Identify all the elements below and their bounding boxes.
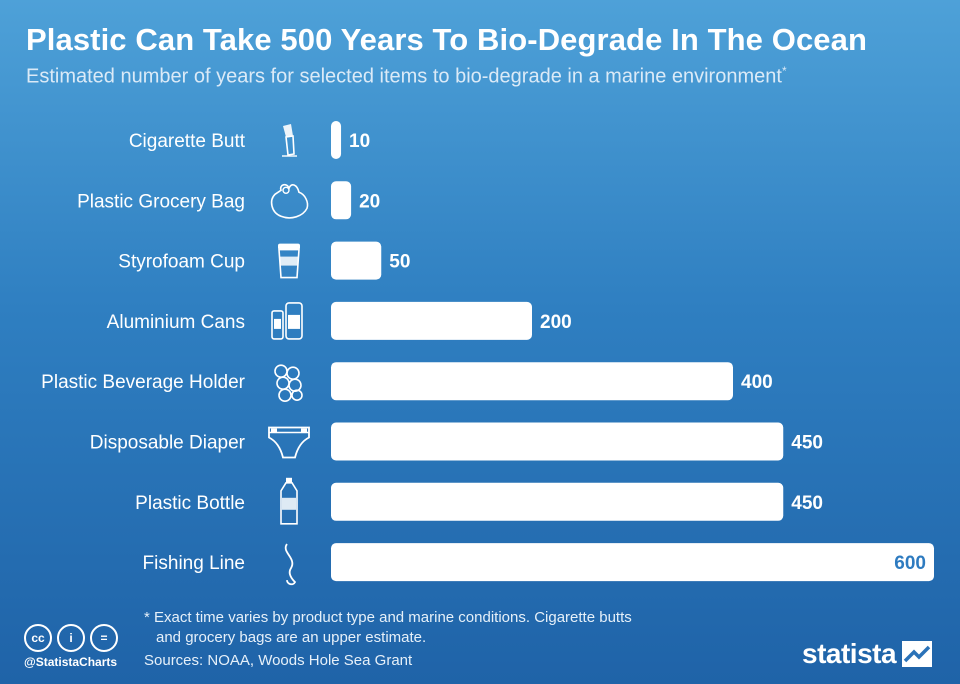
category-label: Disposable Diaper bbox=[90, 433, 246, 454]
category-label: Styrofoam Cup bbox=[118, 252, 245, 273]
data-label: 10 bbox=[349, 131, 370, 152]
grocery-bag-icon bbox=[270, 183, 309, 219]
no-derivatives-icon: = bbox=[90, 624, 118, 652]
bar bbox=[331, 241, 382, 280]
category-label: Fishing Line bbox=[143, 553, 245, 574]
license-icons: cc i = bbox=[24, 624, 118, 652]
footnote: * Exact time varies by product type and … bbox=[144, 608, 744, 648]
bar bbox=[331, 362, 733, 401]
data-label: 200 bbox=[540, 312, 572, 333]
bar bbox=[331, 543, 934, 582]
bar bbox=[331, 301, 532, 340]
statista-logo-icon bbox=[902, 641, 933, 667]
bar bbox=[331, 482, 784, 521]
category-label: Aluminium Cans bbox=[107, 312, 245, 333]
cans-icon bbox=[271, 302, 303, 340]
category-label: Plastic Beverage Holder bbox=[41, 372, 245, 393]
data-label: 600 bbox=[894, 553, 926, 574]
chart-title: Plastic Can Take 500 Years To Bio-Degrad… bbox=[26, 22, 868, 57]
cc-icon: cc bbox=[24, 624, 52, 652]
bar bbox=[331, 422, 784, 461]
data-label: 400 bbox=[741, 372, 773, 393]
data-label: 20 bbox=[359, 191, 380, 212]
diaper-icon bbox=[268, 426, 310, 459]
chart-subtitle: Estimated number of years for selected i… bbox=[26, 64, 787, 89]
category-label: Plastic Bottle bbox=[135, 493, 245, 514]
beverage-holder-icon bbox=[274, 364, 303, 403]
bottle-icon bbox=[280, 476, 298, 525]
attribution-icon: i bbox=[57, 624, 85, 652]
bar bbox=[331, 121, 342, 159]
statista-brand[interactable]: statista bbox=[802, 638, 933, 670]
brand-name: statista bbox=[802, 638, 897, 669]
cup-icon bbox=[277, 242, 301, 279]
data-label: 450 bbox=[791, 493, 823, 514]
category-label: Plastic Grocery Bag bbox=[77, 191, 245, 212]
subtitle-footnote-mark: * bbox=[781, 64, 787, 78]
data-label: 50 bbox=[389, 252, 410, 273]
footnote-line-1: * Exact time varies by product type and … bbox=[144, 609, 632, 626]
social-handle: @StatistaCharts bbox=[24, 655, 118, 669]
sources: Sources: NOAA, Woods Hole Sea Grant bbox=[144, 652, 413, 669]
chart-rows: Cigarette Butt 10 Plastic Grocery Bag 20 Sty… bbox=[41, 121, 934, 586]
fishing-line-icon bbox=[284, 543, 296, 586]
bar bbox=[331, 181, 352, 220]
data-label: 450 bbox=[791, 433, 823, 454]
footnote-line-2: and grocery bags are an upper estimate. bbox=[156, 629, 427, 646]
cigarette-icon bbox=[281, 123, 298, 157]
category-label: Cigarette Butt bbox=[129, 131, 246, 152]
subtitle-text: Estimated number of years for selected i… bbox=[26, 65, 782, 88]
